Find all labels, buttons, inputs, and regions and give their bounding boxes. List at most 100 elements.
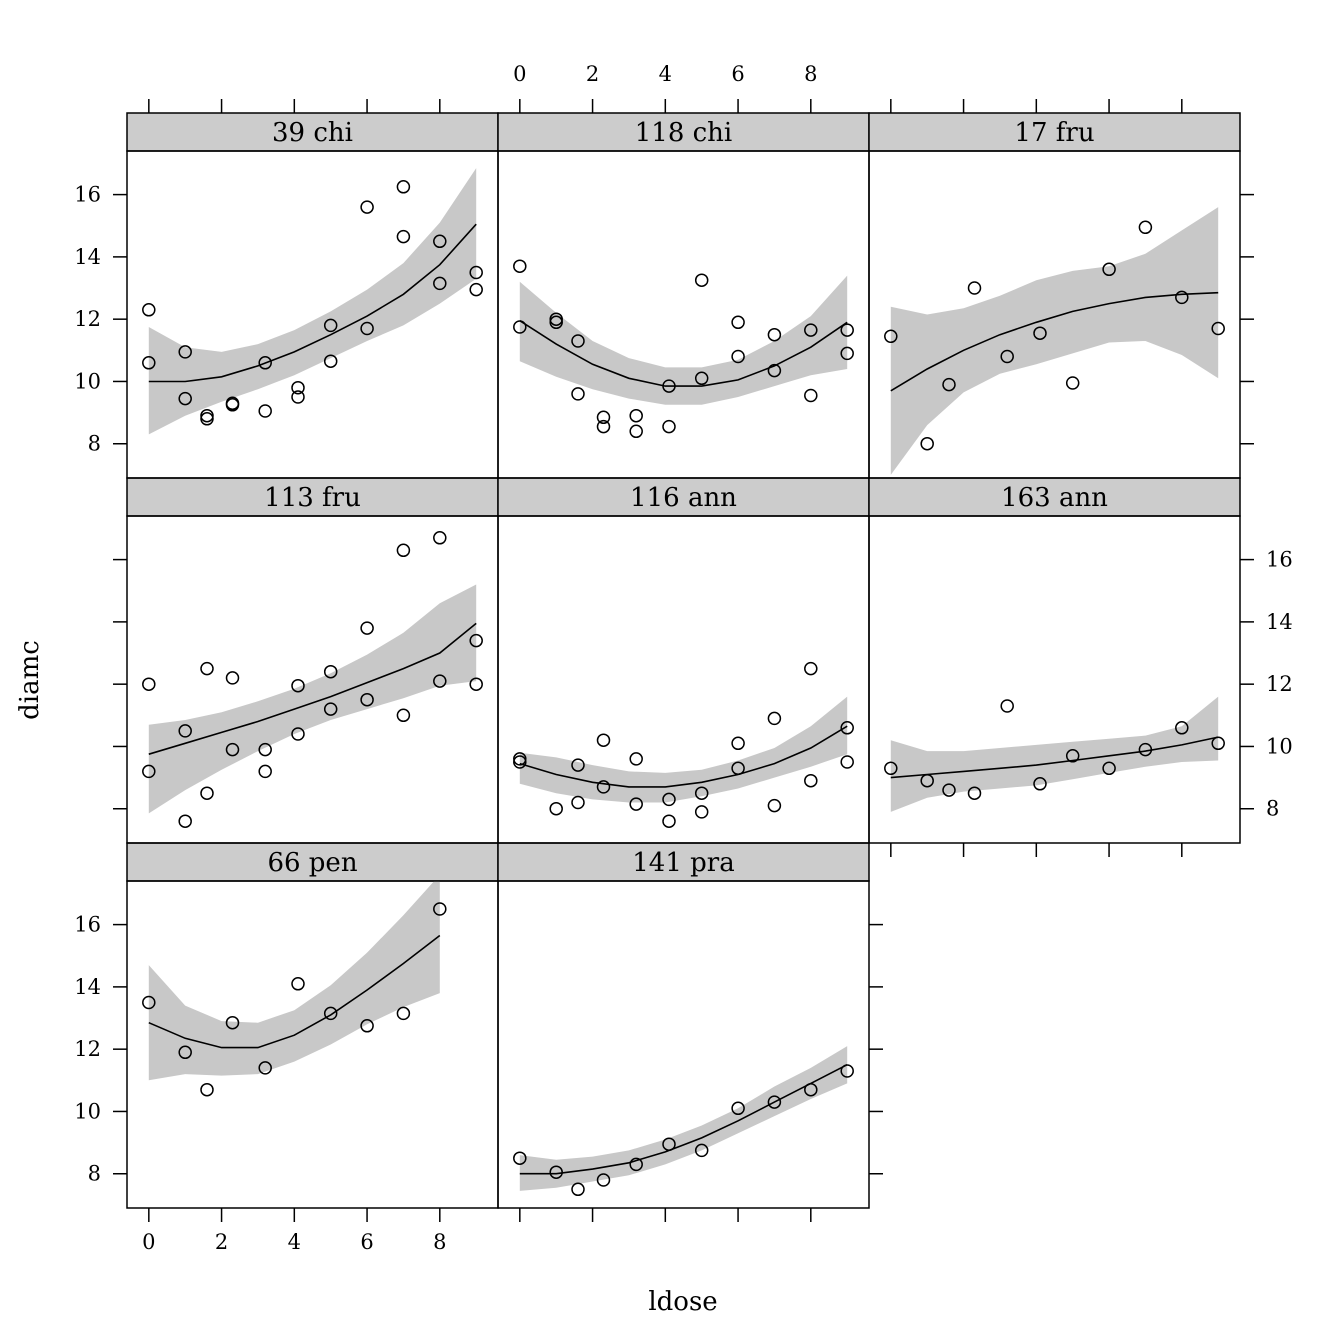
x-axis-title: ldose	[648, 1287, 717, 1317]
panel: 66 pen	[126, 842, 499, 1209]
y-tick-label: 8	[1266, 797, 1279, 821]
data-point	[884, 761, 898, 776]
panel: 113 fru	[126, 477, 499, 844]
data-point	[178, 345, 192, 359]
panel-plot-area	[142, 881, 447, 1097]
data-point	[513, 755, 527, 769]
data-point	[396, 708, 411, 723]
data-point	[731, 736, 745, 751]
y-tick-label: 16	[74, 913, 101, 937]
data-point	[662, 1137, 676, 1151]
fit-line	[148, 223, 477, 383]
fit-line	[519, 1063, 848, 1175]
data-point	[840, 755, 854, 769]
panel-strip	[126, 842, 499, 882]
panels: 66 pen 141 pra 113 fru 116 ann 163 ann 39 chi…	[126, 112, 1241, 1209]
data-point	[920, 773, 934, 788]
panel-border	[868, 515, 1241, 844]
data-point	[469, 265, 483, 280]
fit-line	[890, 291, 1219, 392]
data-point	[549, 801, 563, 816]
data-point	[433, 674, 447, 688]
y-tick-label: 14	[1266, 610, 1293, 634]
data-point	[142, 303, 156, 317]
data-point	[225, 398, 240, 412]
panel: 118 chi	[497, 112, 870, 479]
data-point	[694, 1143, 709, 1158]
confidence-band	[148, 881, 440, 1081]
panel-strip-label: 163 ann	[1001, 483, 1108, 513]
data-point	[629, 1157, 643, 1172]
data-point	[396, 180, 411, 194]
y-axis-title: diamc	[15, 640, 45, 720]
data-point	[258, 742, 272, 757]
panel-plot-area	[884, 696, 1225, 812]
data-point	[884, 329, 898, 344]
data-point	[433, 276, 447, 291]
panel: 116 ann	[497, 477, 870, 844]
data-point	[323, 354, 338, 368]
panel-strip	[497, 477, 870, 517]
data-point	[694, 805, 709, 819]
y-tick-label: 8	[88, 1162, 101, 1186]
data-point	[513, 1151, 527, 1165]
data-point	[200, 786, 214, 800]
data-point	[596, 1173, 611, 1187]
data-point	[469, 677, 483, 691]
data-point	[804, 323, 818, 337]
data-point	[731, 349, 745, 364]
data-point	[323, 664, 338, 679]
data-point	[731, 315, 745, 330]
confidence-band	[148, 168, 477, 435]
y-tick-label: 10	[74, 369, 101, 393]
panel-plot-area	[142, 168, 483, 435]
data-point	[1000, 699, 1014, 713]
data-point	[323, 702, 338, 716]
data-point	[549, 315, 563, 330]
data-point	[942, 377, 956, 392]
x-tick-label: 2	[586, 62, 599, 86]
x-tick-label: 4	[288, 1230, 301, 1254]
data-point	[840, 1064, 854, 1078]
data-point	[731, 1101, 745, 1116]
x-tick-label: 6	[360, 1230, 373, 1254]
data-point	[840, 323, 854, 337]
fit-line	[148, 934, 441, 1049]
data-point	[360, 200, 374, 214]
data-point	[731, 761, 745, 776]
data-point	[178, 1045, 192, 1060]
y-tick-label: 16	[74, 183, 101, 207]
data-point	[694, 273, 709, 287]
confidence-band	[890, 696, 1219, 812]
data-point	[629, 797, 643, 811]
data-point	[291, 727, 305, 741]
x-tick-label: 2	[215, 1230, 228, 1254]
y-tick-label: 14	[74, 975, 101, 999]
data-point	[840, 721, 854, 735]
data-point	[840, 346, 854, 361]
panel-strip-label: 118 chi	[635, 118, 733, 148]
data-point	[804, 661, 818, 676]
data-point	[258, 356, 272, 370]
data-point	[662, 792, 676, 807]
panel-plot-area	[513, 1046, 854, 1197]
data-point	[571, 334, 585, 348]
data-point	[360, 321, 374, 336]
data-point	[396, 229, 411, 244]
data-point	[258, 1061, 272, 1075]
data-point	[1033, 326, 1047, 340]
data-point	[1065, 376, 1080, 390]
panel-border	[126, 150, 499, 479]
data-point	[225, 742, 240, 757]
data-point	[549, 312, 563, 326]
data-point	[767, 327, 782, 342]
data-point	[662, 379, 676, 393]
data-point	[694, 371, 709, 386]
y-tick-label: 10	[74, 1099, 101, 1123]
data-point	[469, 633, 483, 648]
data-point	[804, 388, 818, 403]
panel-strip	[497, 112, 870, 152]
data-point	[178, 724, 192, 738]
data-point	[396, 543, 411, 558]
